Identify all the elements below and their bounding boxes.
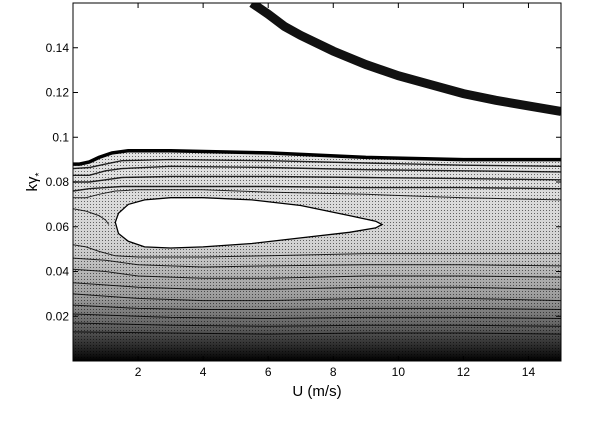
x-tick-label: 14 xyxy=(522,365,536,379)
dense-band-stipple xyxy=(73,150,561,361)
band-contour-line xyxy=(73,304,561,310)
band-contour-line xyxy=(73,175,561,183)
band-contour-line xyxy=(73,268,561,279)
y-tick-label: 0.12 xyxy=(46,86,70,100)
y-tick-label: 0.02 xyxy=(46,309,70,323)
band-contour-lines xyxy=(73,158,561,335)
x-axis-label: U (m/s) xyxy=(292,383,341,400)
y-axis-label-main: kγ xyxy=(24,176,41,192)
x-axis-ticks: 2 4 6 8 10 12 14 xyxy=(135,3,536,379)
y-axis-label: kγ* xyxy=(24,172,45,191)
band-top-edge xyxy=(73,148,561,166)
band-contour-line xyxy=(73,322,561,327)
x-tick-label: 8 xyxy=(330,365,337,379)
band-contour-line xyxy=(73,244,561,258)
band-contour-line xyxy=(73,331,561,335)
y-tick-label: 0.04 xyxy=(46,265,70,279)
y-tick-label: 0.14 xyxy=(46,41,70,55)
x-tick-label: 6 xyxy=(265,365,272,379)
plot-area xyxy=(73,3,561,361)
x-tick-label: 12 xyxy=(457,365,471,379)
band-contour-line xyxy=(73,165,561,176)
y-tick-label: 0.08 xyxy=(46,175,70,189)
x-tick-label: 10 xyxy=(392,365,406,379)
band-contour-line xyxy=(73,158,561,170)
band-contour-line xyxy=(73,257,561,268)
y-axis-label-subscript: * xyxy=(34,172,45,176)
y-axis-ticks: 0.02 0.04 0.06 0.08 0.1 0.12 0.14 xyxy=(46,41,561,323)
closed-contour-region xyxy=(114,197,384,249)
upper-contour-curve xyxy=(249,3,561,116)
band-contour-line xyxy=(73,185,561,192)
band-contour-line xyxy=(73,208,110,225)
band-contour-line xyxy=(73,282,561,290)
band-contour-line xyxy=(73,293,561,302)
band-contour-line xyxy=(73,313,561,320)
y-tick-label: 0.1 xyxy=(52,130,69,144)
x-tick-label: 4 xyxy=(200,365,207,379)
y-tick-label: 0.06 xyxy=(46,220,70,234)
x-tick-label: 2 xyxy=(135,365,142,379)
band-contour-line xyxy=(73,189,561,201)
